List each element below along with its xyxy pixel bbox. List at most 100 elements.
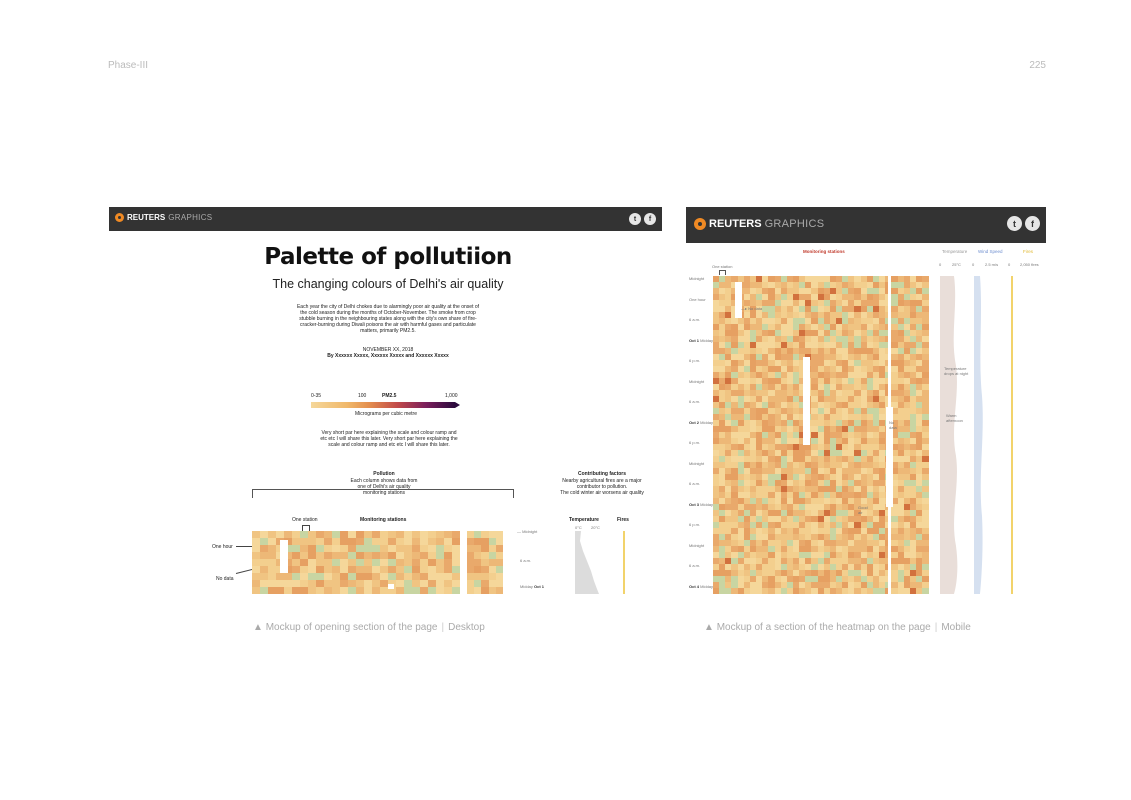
heatmap-cell (756, 588, 763, 594)
heatmap-cell (909, 396, 917, 403)
heatmap-cell (420, 587, 429, 594)
heatmap-cell (848, 318, 855, 325)
heatmap-cell (811, 426, 818, 433)
heatmap-cell (380, 552, 389, 560)
heatmap-cell (860, 450, 868, 457)
heatmap-cell (725, 426, 732, 433)
heatmap-cell (915, 342, 923, 349)
heatmap-cell (879, 384, 886, 391)
monitoring-stations-label: Monitoring stations (360, 517, 407, 523)
heatmap-cell (340, 531, 349, 539)
heatmap-cell (805, 546, 812, 553)
heatmap-cell (780, 354, 788, 361)
twitter-icon[interactable]: t (1007, 216, 1022, 231)
heatmap-cell (749, 306, 757, 313)
heatmap-cell (348, 545, 357, 553)
heatmap-cell (872, 414, 880, 421)
heatmap-cell (252, 552, 261, 560)
heatmap-cell (854, 438, 861, 445)
heatmap-cell (872, 402, 880, 409)
reuters-logo[interactable]: REUTERS GRAPHICS (694, 218, 824, 230)
heatmap-cell (866, 300, 874, 307)
heatmap-cell (713, 588, 720, 594)
heatmap-cell (743, 516, 751, 523)
heatmap-cell (756, 420, 763, 427)
heatmap-cell (842, 450, 849, 457)
heatmap-cell (842, 534, 849, 541)
heatmap-cell (762, 426, 769, 433)
heatmap-cell (731, 438, 738, 445)
heatmap-cell (860, 444, 868, 451)
heatmap-cell (854, 558, 861, 565)
heatmap-cell (817, 312, 824, 319)
heatmap-cell (786, 522, 794, 529)
desktop-heatmap-extra (467, 531, 504, 594)
heatmap-cell (891, 582, 898, 589)
heatmap-cell (719, 312, 726, 319)
heatmap-cell (786, 510, 794, 517)
heatmap-cell (713, 420, 720, 427)
heatmap-cell (316, 573, 325, 581)
heatmap-cell (308, 559, 317, 567)
facebook-icon[interactable]: f (1025, 216, 1040, 231)
heatmap-cell (829, 360, 837, 367)
heatmap-cell (817, 480, 824, 487)
heatmap-cell (891, 306, 898, 313)
heatmap-cell (903, 468, 911, 475)
heatmap-cell (756, 294, 763, 301)
heatmap-cell (909, 330, 917, 337)
heatmap-cell (308, 587, 317, 594)
wind-speed-heading: Wind Speed (978, 249, 1003, 254)
heatmap-cell (774, 378, 781, 385)
heatmap-cell (872, 294, 880, 301)
time-label-midday: Midday Oct 1 (520, 584, 545, 589)
heatmap-cell (731, 330, 738, 337)
heatmap-cell (768, 570, 775, 577)
heatmap-cell (774, 306, 781, 313)
reuters-logo[interactable]: REUTERS GRAPHICS (115, 213, 212, 222)
heatmap-cell (737, 378, 745, 385)
heatmap-cell (713, 462, 720, 469)
heatmap-cell (872, 300, 880, 307)
heatmap-cell (848, 492, 855, 499)
heatmap-cell (713, 384, 720, 391)
heatmap-cell (866, 576, 874, 583)
heatmap-cell (420, 573, 429, 581)
heatmap-cell (762, 552, 769, 559)
heatmap-cell (762, 510, 769, 517)
heatmap-cell (388, 573, 397, 581)
heatmap-cell (756, 438, 763, 445)
heatmap-cell (713, 582, 720, 589)
heatmap-cell (891, 312, 898, 319)
heatmap-cell (756, 462, 763, 469)
heatmap-cell (860, 282, 868, 289)
heatmap-cell (823, 456, 831, 463)
facebook-icon[interactable]: f (644, 213, 656, 225)
heatmap-cell (903, 534, 911, 541)
heatmap-cell (823, 504, 831, 511)
heatmap-cell (817, 546, 824, 553)
heatmap-cell (891, 366, 898, 373)
heatmap-cell (780, 468, 788, 475)
heatmap-cell (879, 516, 886, 523)
heatmap-cell (805, 564, 812, 571)
heatmap-cell (316, 559, 325, 567)
heatmap-cell (762, 288, 769, 295)
heatmap-cell (891, 480, 898, 487)
heatmap-cell (848, 360, 855, 367)
heatmap-cell (780, 486, 788, 493)
heatmap-cell (737, 510, 745, 517)
heatmap-cell (756, 564, 763, 571)
twitter-icon[interactable]: t (629, 213, 641, 225)
heatmap-cell (719, 558, 726, 565)
heatmap-cell (922, 420, 929, 427)
heatmap-cell (762, 282, 769, 289)
heatmap-cell (897, 390, 904, 397)
heatmap-cell (922, 510, 929, 517)
heatmap-cell (768, 348, 775, 355)
heatmap-cell (725, 300, 732, 307)
heatmap-cell (725, 390, 732, 397)
heatmap-cell (872, 468, 880, 475)
heatmap-cell (762, 540, 769, 547)
heatmap-cell (903, 528, 911, 535)
